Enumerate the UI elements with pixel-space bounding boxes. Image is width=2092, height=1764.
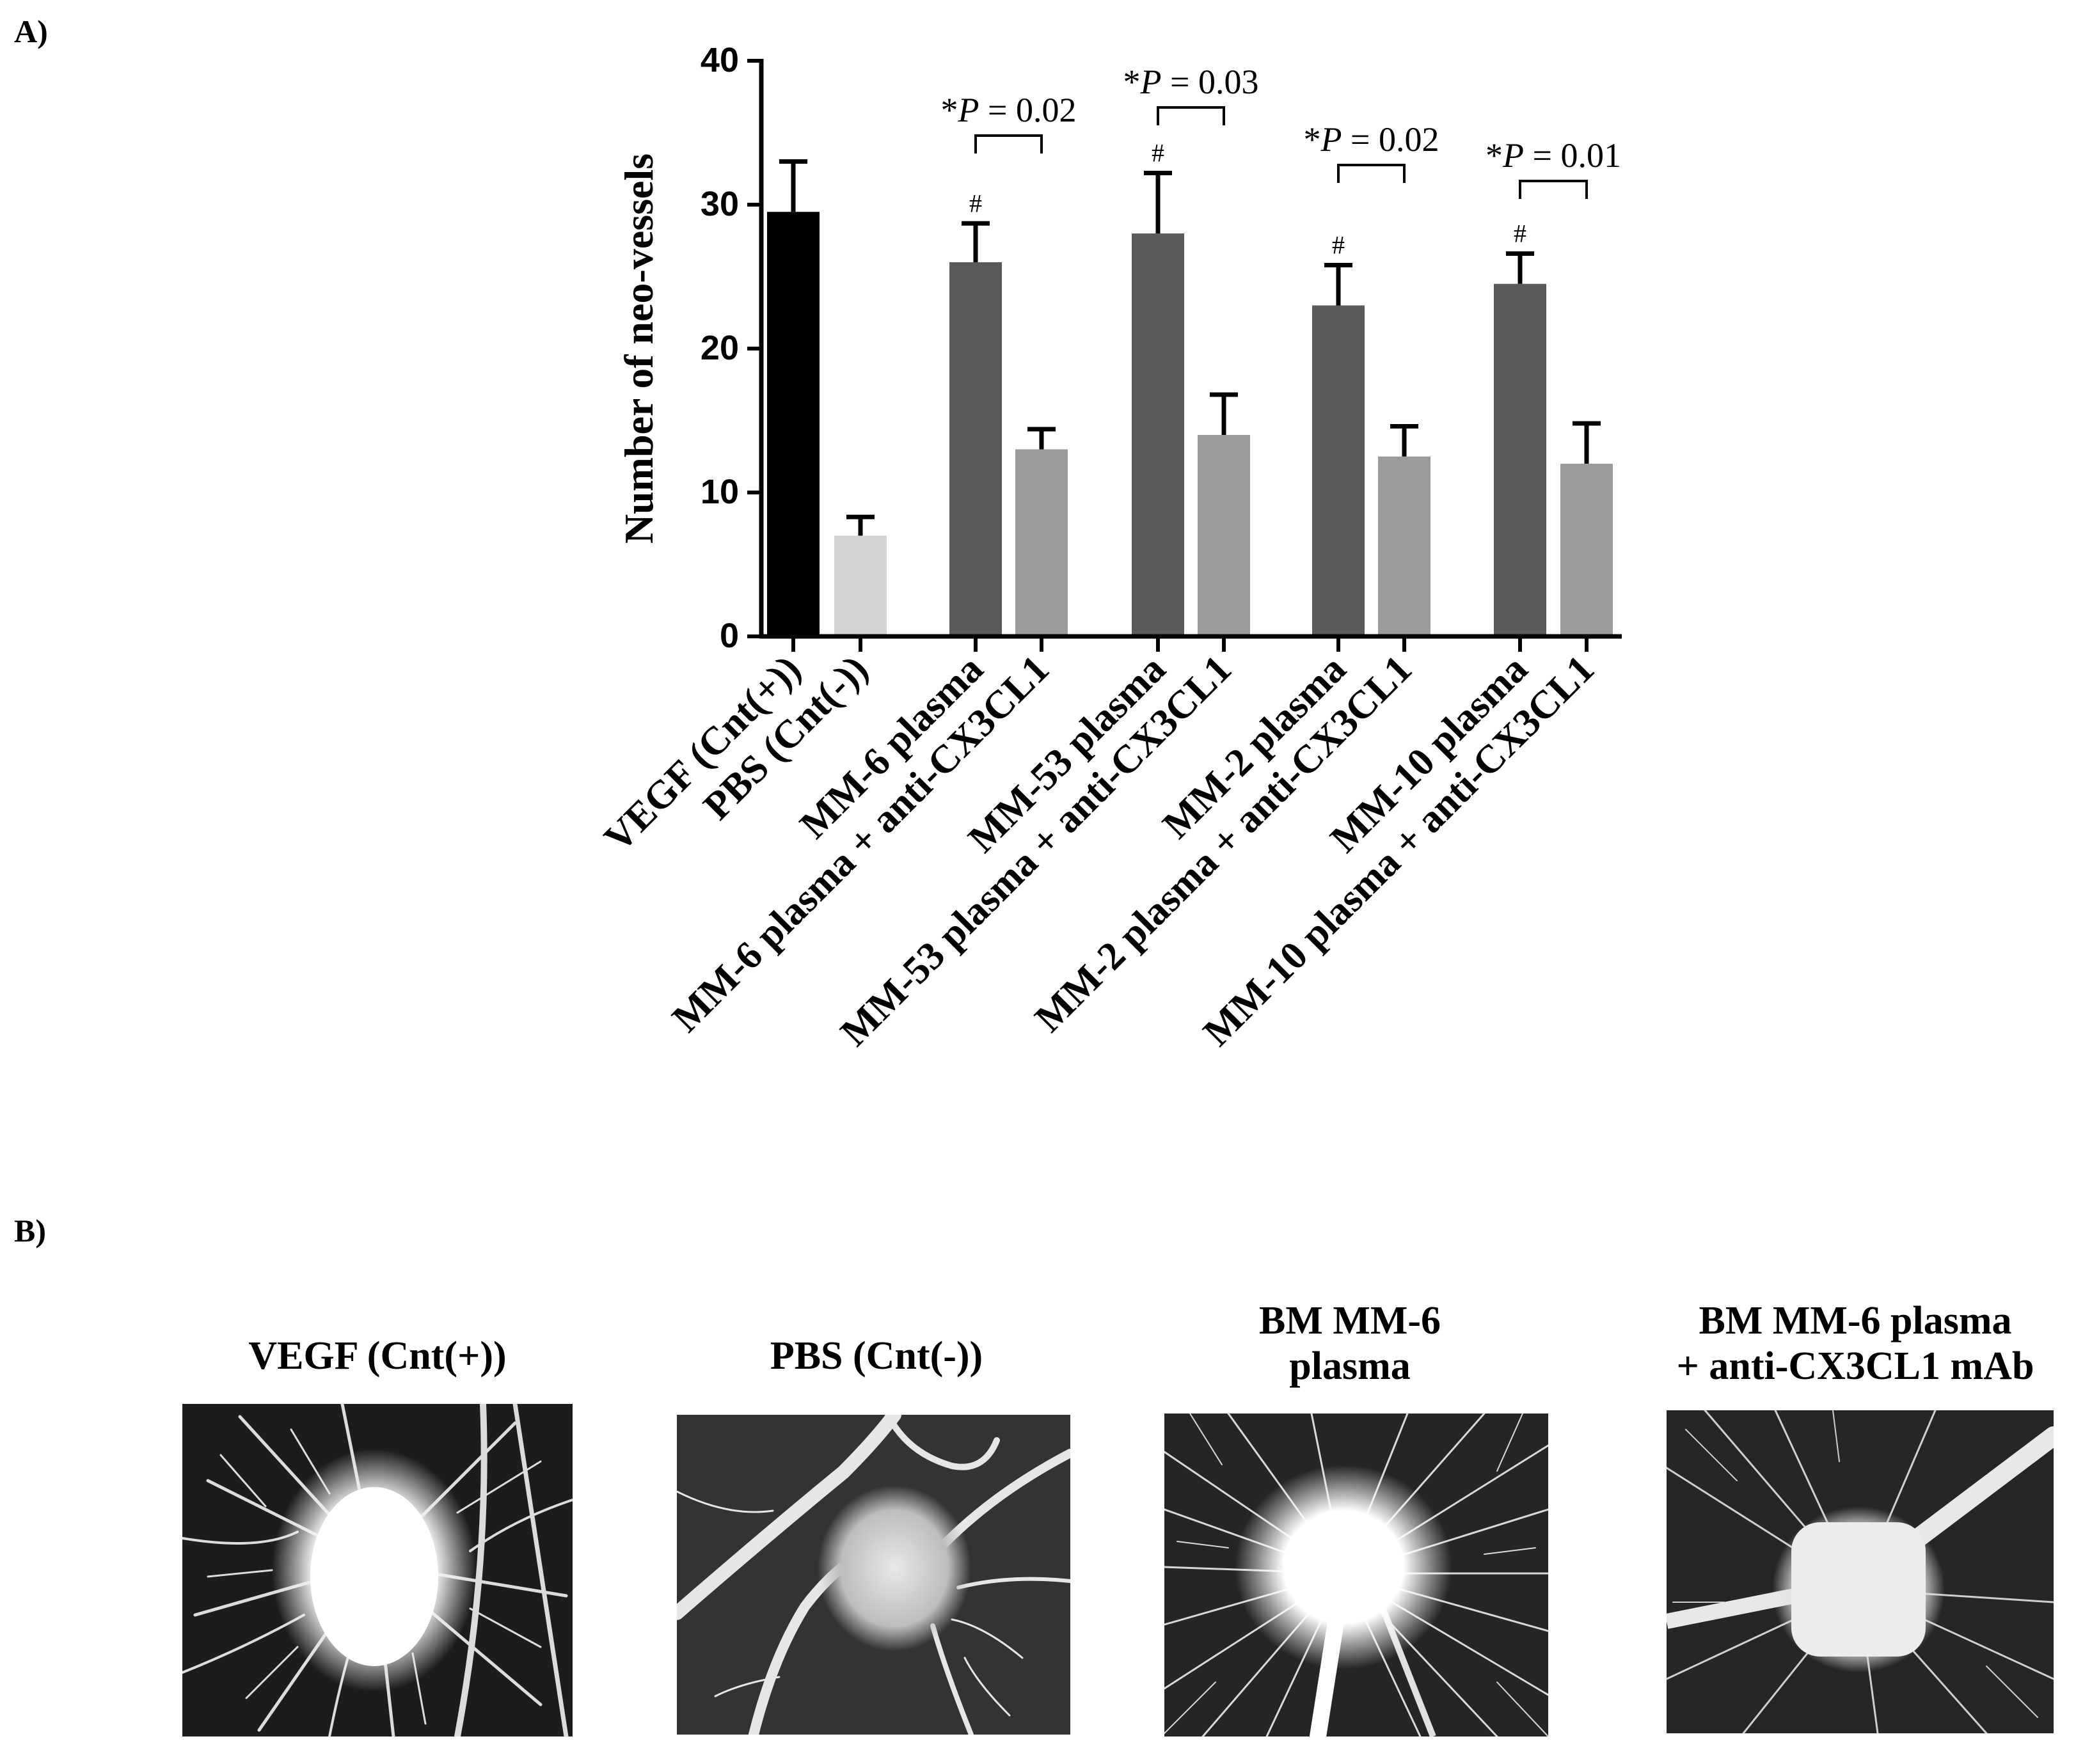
p-value-star: * — [1486, 136, 1503, 175]
cam-image-pbs — [677, 1415, 1070, 1735]
bars-group — [767, 212, 1613, 636]
p-value-text: = 0.03 — [1162, 63, 1259, 101]
y-tick-label-0: 0 — [720, 617, 739, 655]
significance-marker-3: # — [1332, 231, 1345, 260]
y-tick-label-30: 30 — [701, 185, 739, 223]
y-tick-label-10: 10 — [701, 473, 739, 511]
category-label-10: MM-10 plasma + anti-CX3CL1 — [1195, 647, 1603, 1055]
bar-6 — [1198, 435, 1250, 636]
y-tick-label-20: 20 — [701, 329, 739, 367]
p-value-label-3: *P = 0.02 — [1304, 120, 1439, 159]
bar-5 — [1132, 233, 1184, 636]
image-title-4: BM MM-6 plasma + anti-CX3CL1 mAb — [1619, 1298, 2092, 1390]
p-value-label-2: *P = 0.03 — [1123, 63, 1259, 101]
image-title-2-line-1: PBS (Cnt(-)) — [770, 1334, 983, 1378]
image-title-3: BM MM-6 plasma — [1152, 1298, 1548, 1390]
comparison-bracket-1 — [974, 134, 1043, 154]
image-title-2: PBS (Cnt(-)) — [678, 1334, 1075, 1379]
p-value-symbol: P — [958, 91, 979, 129]
bar-3 — [949, 262, 1002, 636]
p-value-label-1: *P = 0.02 — [941, 91, 1077, 129]
bar-4 — [1015, 449, 1068, 636]
category-labels-group: VEGF (Cnt(+))PBS (Cnt(-))MM-6 plasmaMM-6… — [596, 647, 1603, 1055]
cam-image-mm6 — [1164, 1414, 1548, 1736]
image-title-4-line-2: + anti-CX3CL1 mAb — [1676, 1344, 2034, 1389]
p-value-text: = 0.02 — [1342, 120, 1439, 159]
panel-a-label: A) — [14, 13, 48, 49]
bar-7 — [1312, 305, 1365, 636]
bar-9 — [1494, 283, 1546, 636]
p-value-label-4: *P = 0.01 — [1486, 136, 1621, 175]
cam-image-mm6-anti — [1667, 1410, 2054, 1733]
p-value-symbol: P — [1140, 63, 1162, 101]
image-title-3-line-1: BM MM-6 — [1258, 1299, 1441, 1343]
y-tick-label-40: 40 — [701, 41, 739, 79]
significance-marker-4: # — [1514, 219, 1526, 248]
image-title-1: VEGF (Cnt(+)) — [179, 1334, 576, 1379]
bar-10 — [1560, 464, 1613, 636]
comparison-bracket-2 — [1157, 106, 1225, 125]
p-value-star: * — [941, 91, 958, 129]
image-title-4-line-1: BM MM-6 plasma — [1699, 1299, 2012, 1343]
comparison-bracket-4 — [1519, 180, 1588, 199]
error-bars-group — [779, 159, 1601, 536]
cam-image-vegf — [182, 1404, 573, 1736]
annotations-group: ### #*P = 0.02*P = 0.03*P = 0.02 *P = 0.01 — [941, 63, 1621, 260]
bar-2 — [834, 535, 887, 636]
bar-8 — [1378, 456, 1430, 636]
p-value-text: = 0.01 — [1524, 136, 1621, 175]
panel-b-label: B) — [14, 1213, 46, 1248]
p-value-star: * — [1304, 120, 1321, 159]
p-value-star: * — [1123, 63, 1141, 101]
bar-1 — [767, 212, 820, 636]
p-value-symbol: P — [1502, 136, 1524, 175]
y-axis-title: Number of neo-vessels — [616, 154, 662, 544]
comparison-bracket-3 — [1337, 164, 1406, 183]
significance-marker-2: # — [1152, 139, 1164, 168]
p-value-text: = 0.02 — [979, 91, 1077, 129]
significance-marker-1: # — [969, 189, 982, 217]
category-label-6: MM-53 plasma + anti-CX3CL1 — [832, 647, 1240, 1055]
image-title-1-line-1: VEGF (Cnt(+)) — [248, 1334, 507, 1378]
axes-group: 0 10 20 30 40 Number of neo-vessels — [616, 41, 1622, 655]
p-value-symbol: P — [1320, 120, 1342, 159]
image-title-3-line-2: plasma — [1289, 1344, 1411, 1389]
